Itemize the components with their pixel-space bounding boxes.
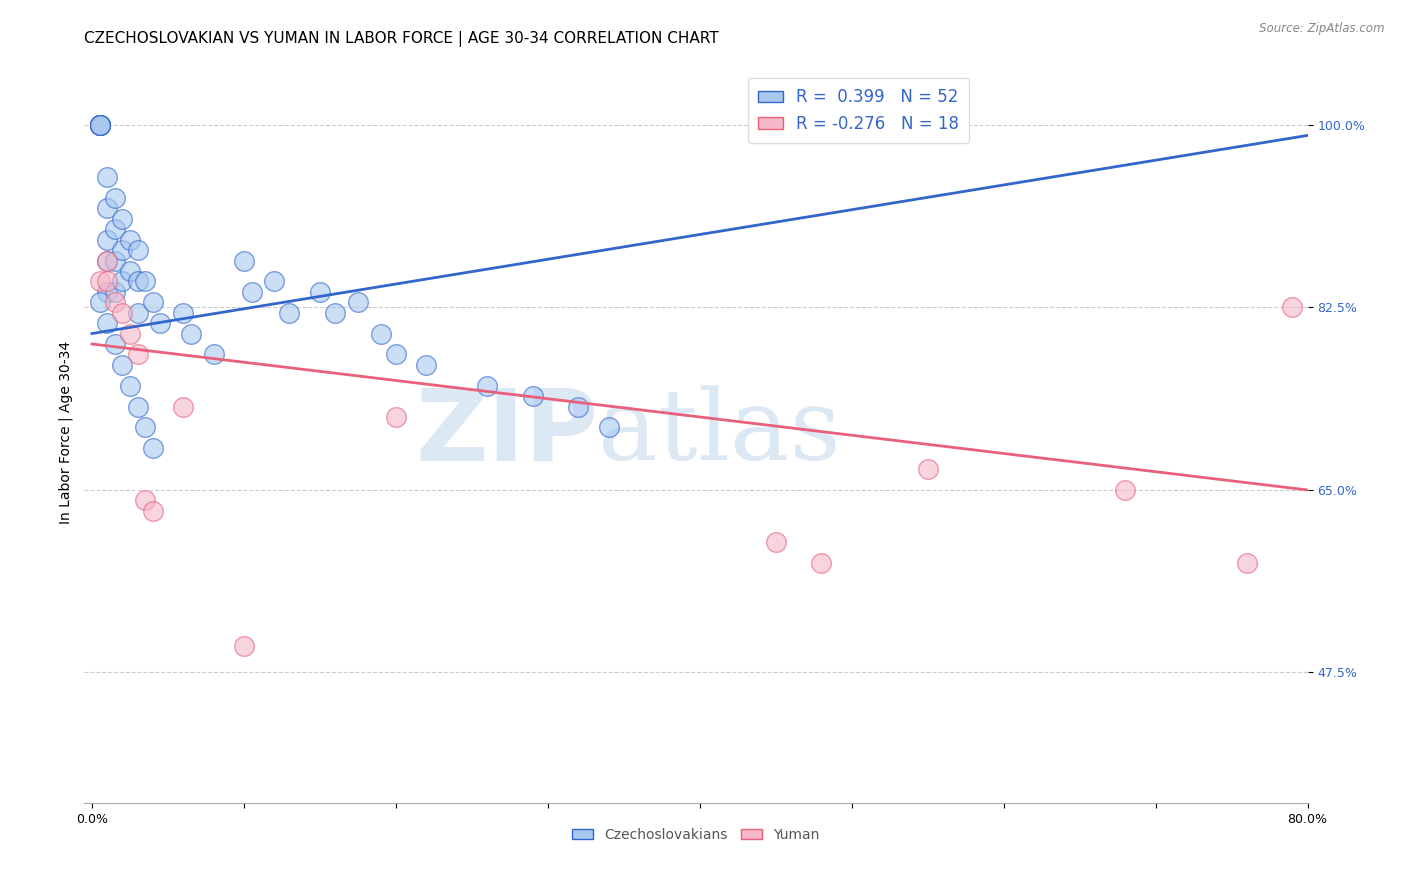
Point bbox=[598, 420, 620, 434]
Point bbox=[96, 274, 118, 288]
Point bbox=[96, 202, 118, 216]
Point bbox=[127, 400, 149, 414]
Point bbox=[1281, 301, 1303, 315]
Point bbox=[385, 409, 408, 424]
Point bbox=[142, 295, 165, 310]
Y-axis label: In Labor Force | Age 30-34: In Labor Force | Age 30-34 bbox=[59, 341, 73, 524]
Point bbox=[127, 243, 149, 257]
Point bbox=[347, 295, 370, 310]
Point bbox=[96, 316, 118, 330]
Point bbox=[278, 306, 301, 320]
Point bbox=[149, 316, 172, 330]
Point bbox=[263, 274, 285, 288]
Legend: Czechoslovakians, Yuman: Czechoslovakians, Yuman bbox=[567, 822, 825, 847]
Point bbox=[810, 556, 832, 570]
Point bbox=[370, 326, 392, 341]
Point bbox=[104, 337, 127, 351]
Point bbox=[917, 462, 939, 476]
Text: CZECHOSLOVAKIAN VS YUMAN IN LABOR FORCE | AGE 30-34 CORRELATION CHART: CZECHOSLOVAKIAN VS YUMAN IN LABOR FORCE … bbox=[84, 31, 718, 47]
Point bbox=[96, 233, 118, 247]
Point bbox=[765, 535, 787, 549]
Point bbox=[385, 347, 408, 361]
Text: atlas: atlas bbox=[598, 384, 841, 481]
Point bbox=[475, 378, 498, 392]
Point bbox=[89, 295, 111, 310]
Point bbox=[111, 243, 134, 257]
Point bbox=[89, 118, 111, 132]
Point bbox=[522, 389, 544, 403]
Point bbox=[96, 170, 118, 185]
Point bbox=[134, 274, 156, 288]
Point bbox=[1236, 556, 1258, 570]
Point bbox=[89, 118, 111, 132]
Point bbox=[104, 222, 127, 236]
Point bbox=[232, 253, 254, 268]
Point bbox=[415, 358, 437, 372]
Point bbox=[118, 378, 141, 392]
Point bbox=[96, 253, 118, 268]
Point bbox=[172, 306, 194, 320]
Point bbox=[142, 504, 165, 518]
Point bbox=[104, 191, 127, 205]
Point bbox=[118, 326, 141, 341]
Point bbox=[127, 306, 149, 320]
Point bbox=[127, 347, 149, 361]
Point bbox=[172, 400, 194, 414]
Point bbox=[202, 347, 225, 361]
Point bbox=[111, 211, 134, 226]
Point bbox=[134, 493, 156, 508]
Point bbox=[240, 285, 263, 299]
Point bbox=[323, 306, 346, 320]
Point bbox=[127, 274, 149, 288]
Point bbox=[1114, 483, 1136, 497]
Point bbox=[89, 118, 111, 132]
Point bbox=[118, 264, 141, 278]
Point bbox=[89, 118, 111, 132]
Point bbox=[89, 118, 111, 132]
Text: Source: ZipAtlas.com: Source: ZipAtlas.com bbox=[1260, 22, 1385, 36]
Point bbox=[134, 420, 156, 434]
Point bbox=[104, 285, 127, 299]
Point bbox=[96, 253, 118, 268]
Point bbox=[180, 326, 202, 341]
Point bbox=[104, 253, 127, 268]
Point bbox=[89, 274, 111, 288]
Point bbox=[232, 640, 254, 654]
Point bbox=[111, 358, 134, 372]
Point bbox=[111, 274, 134, 288]
Point bbox=[111, 306, 134, 320]
Point bbox=[96, 285, 118, 299]
Point bbox=[309, 285, 332, 299]
Text: ZIP: ZIP bbox=[415, 384, 598, 481]
Point bbox=[89, 118, 111, 132]
Point bbox=[89, 118, 111, 132]
Point bbox=[567, 400, 589, 414]
Point bbox=[118, 233, 141, 247]
Point bbox=[104, 295, 127, 310]
Point bbox=[142, 442, 165, 456]
